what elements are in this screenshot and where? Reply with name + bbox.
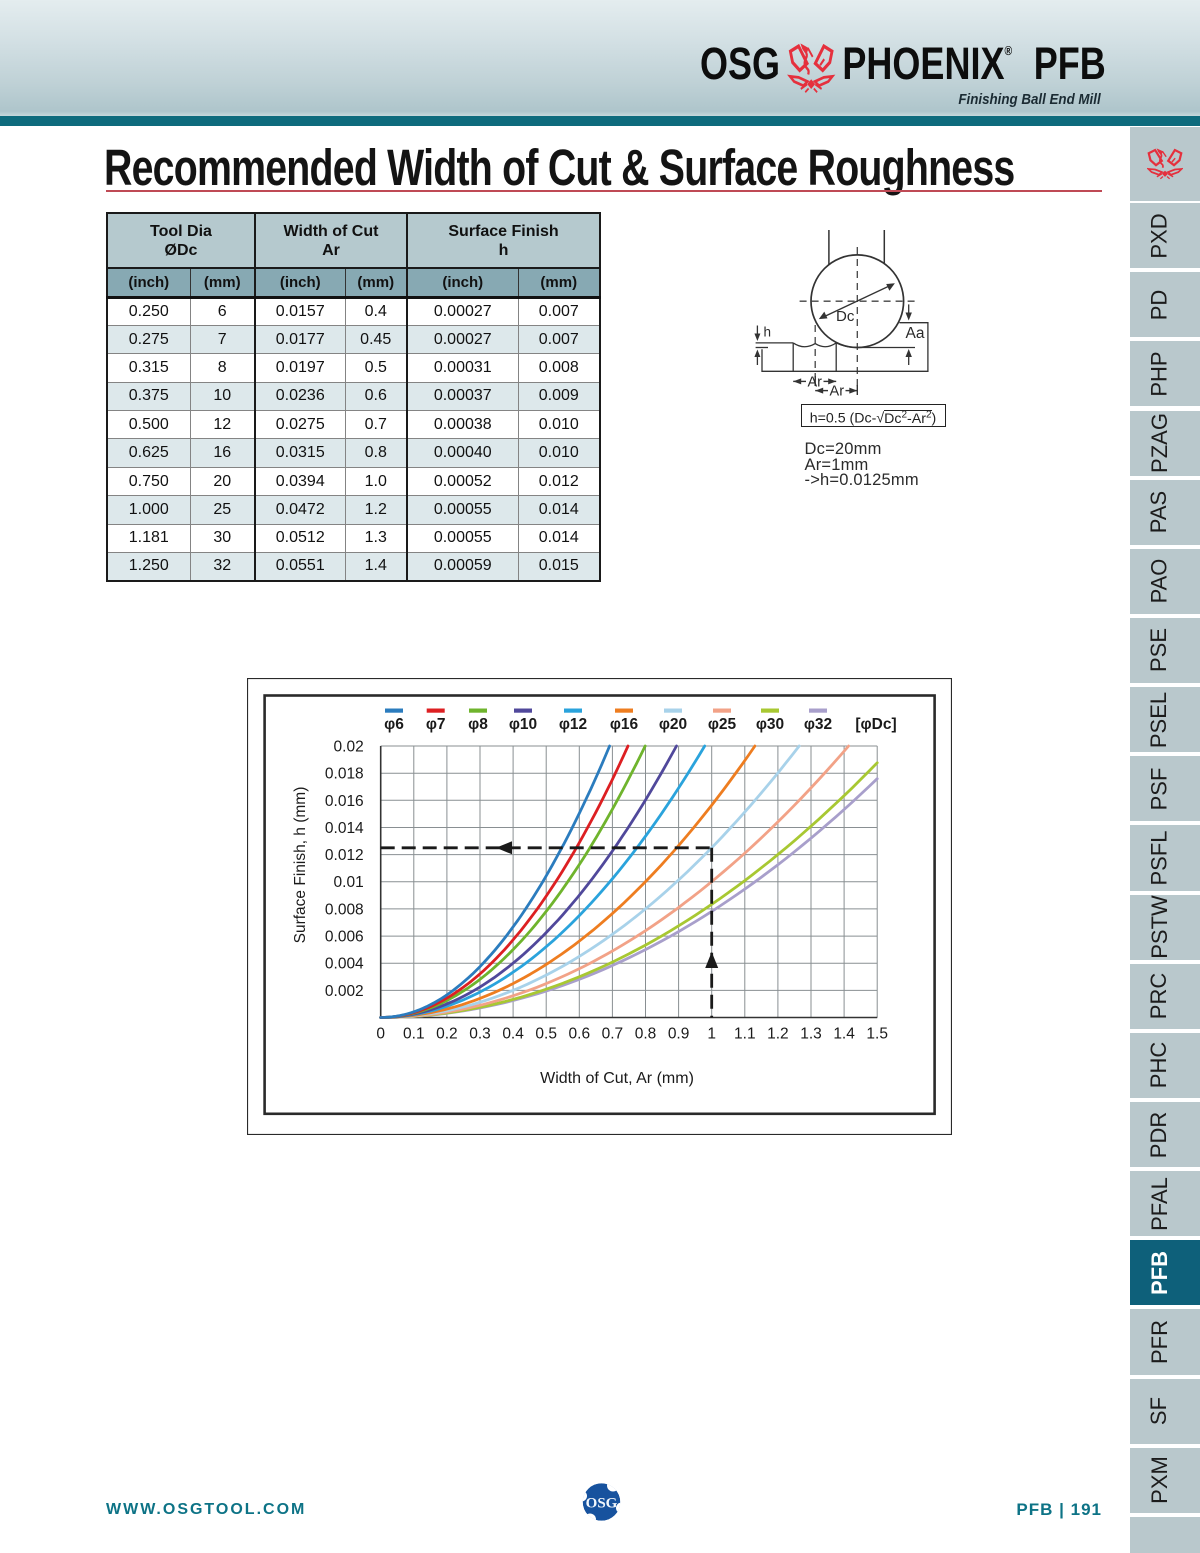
- svg-text:0.9: 0.9: [668, 1025, 690, 1042]
- svg-text:φ8: φ8: [468, 716, 488, 733]
- svg-text:[φDc]: [φDc]: [855, 716, 896, 733]
- svg-text:0.004: 0.004: [325, 955, 364, 972]
- svg-text:φ30: φ30: [756, 716, 784, 733]
- svg-text:φ10: φ10: [509, 716, 537, 733]
- svg-text:1.3: 1.3: [800, 1025, 822, 1042]
- svg-text:1.4: 1.4: [833, 1025, 855, 1042]
- svg-text:Aa: Aa: [906, 325, 925, 342]
- svg-text:0.1: 0.1: [403, 1025, 425, 1042]
- svg-text:0.016: 0.016: [325, 792, 364, 809]
- svg-text:Dc: Dc: [836, 308, 855, 325]
- svg-text:φ6: φ6: [384, 716, 404, 733]
- svg-text:Ar: Ar: [807, 374, 822, 390]
- svg-text:φ7: φ7: [426, 716, 446, 733]
- svg-text:φ25: φ25: [708, 716, 737, 733]
- svg-text:1: 1: [707, 1025, 716, 1042]
- svg-text:1.1: 1.1: [734, 1025, 756, 1042]
- svg-text:Surface Finish, h (mm): Surface Finish, h (mm): [292, 786, 309, 943]
- svg-text:0.7: 0.7: [602, 1025, 624, 1042]
- svg-text:0.01: 0.01: [334, 874, 364, 891]
- svg-text:Ar: Ar: [830, 384, 845, 400]
- svg-text:φ32: φ32: [804, 716, 832, 733]
- svg-text:0.5: 0.5: [535, 1025, 557, 1042]
- svg-text:φ12: φ12: [559, 716, 587, 733]
- svg-text:0.8: 0.8: [635, 1025, 657, 1042]
- svg-text:φ20: φ20: [659, 716, 687, 733]
- svg-text:0.02: 0.02: [334, 738, 364, 755]
- svg-text:OSG: OSG: [586, 1496, 618, 1512]
- svg-text:0.014: 0.014: [325, 820, 364, 837]
- svg-text:Width of Cut, Ar (mm): Width of Cut, Ar (mm): [540, 1070, 694, 1087]
- svg-text:0.002: 0.002: [325, 982, 364, 999]
- svg-text:φ16: φ16: [610, 716, 639, 733]
- svg-text:0.006: 0.006: [325, 928, 364, 945]
- svg-text:1.5: 1.5: [866, 1025, 888, 1042]
- svg-text:0.2: 0.2: [436, 1025, 458, 1042]
- svg-text:0: 0: [376, 1025, 385, 1042]
- svg-text:0.4: 0.4: [502, 1025, 524, 1042]
- svg-text:0.018: 0.018: [325, 765, 364, 782]
- svg-text:h: h: [764, 325, 772, 340]
- svg-text:0.012: 0.012: [325, 847, 364, 864]
- svg-text:0.6: 0.6: [569, 1025, 591, 1042]
- svg-text:0.008: 0.008: [325, 901, 364, 918]
- svg-text:1.2: 1.2: [767, 1025, 789, 1042]
- svg-text:0.3: 0.3: [469, 1025, 491, 1042]
